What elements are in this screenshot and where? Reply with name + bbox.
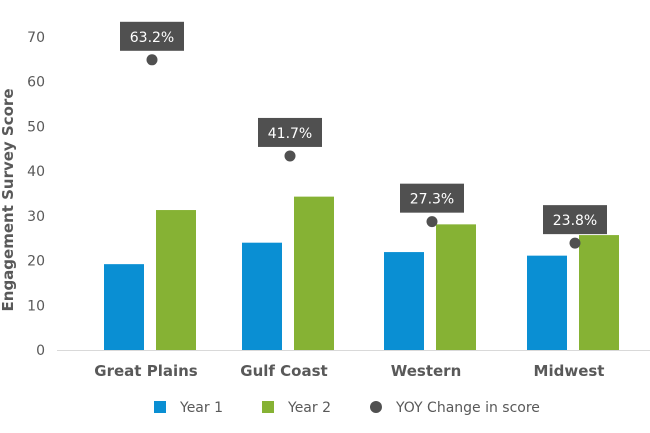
x-tick-label: Great Plains [94, 362, 197, 380]
bar-year-2 [579, 235, 619, 350]
y-tick-label: 0 [36, 343, 45, 359]
x-tick-label: Gulf Coast [240, 362, 327, 380]
bar-year-1 [384, 252, 424, 350]
data-label: 41.7% [268, 126, 312, 142]
y-tick-label: 10 [27, 298, 45, 314]
legend-label: YOY Change in score [395, 400, 540, 416]
y-tick-label: 40 [27, 164, 45, 180]
yoy-change-point [284, 150, 296, 162]
yoy-change-point [426, 216, 438, 228]
legend-marker [262, 401, 274, 413]
y-tick-label: 20 [27, 254, 45, 270]
data-label-box [120, 21, 184, 51]
y-tick-label: 70 [27, 30, 45, 46]
legend-label: Year 2 [287, 400, 331, 416]
data-label-box [543, 205, 607, 235]
yoy-change-point [146, 54, 158, 66]
data-label: 27.3% [410, 192, 454, 208]
bar-year-1 [242, 242, 282, 350]
bar-year-2 [436, 224, 476, 350]
data-label: 23.8% [553, 213, 597, 229]
legend-marker [370, 401, 382, 413]
y-axis-label: Engagement Survey Score [0, 89, 17, 312]
bar-year-2 [294, 196, 334, 350]
x-tick-label: Midwest [534, 362, 605, 380]
y-tick-label: 60 [27, 75, 45, 91]
data-label-box [258, 117, 322, 147]
legend-label: Year 1 [179, 400, 223, 416]
bar-year-1 [527, 255, 567, 350]
data-label: 63.2% [130, 30, 174, 46]
legend: Year 1 Year 2 YOY Change in score [154, 400, 540, 416]
data-label-box [400, 183, 464, 213]
x-tick-label: Western [391, 362, 462, 380]
bar-year-2 [156, 210, 196, 350]
legend-marker [154, 401, 166, 413]
yoy-change-point [569, 237, 581, 249]
bar-year-1 [104, 264, 144, 350]
y-tick-label: 30 [27, 209, 45, 225]
y-tick-label: 50 [27, 119, 45, 135]
